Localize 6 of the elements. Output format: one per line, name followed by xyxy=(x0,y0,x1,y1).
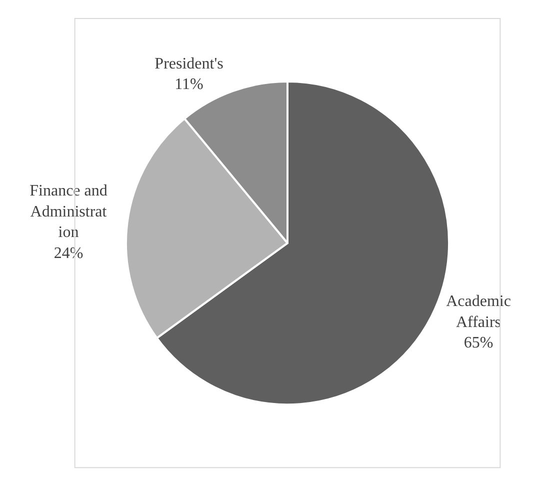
data-label: 11% xyxy=(174,76,204,94)
slice-label: Finance and Administration xyxy=(30,182,108,242)
data-label: 65% xyxy=(464,334,494,352)
slice-label: Academic Affairs xyxy=(446,293,511,331)
slice-label: President's xyxy=(154,55,224,72)
data-label: 24% xyxy=(54,244,84,262)
